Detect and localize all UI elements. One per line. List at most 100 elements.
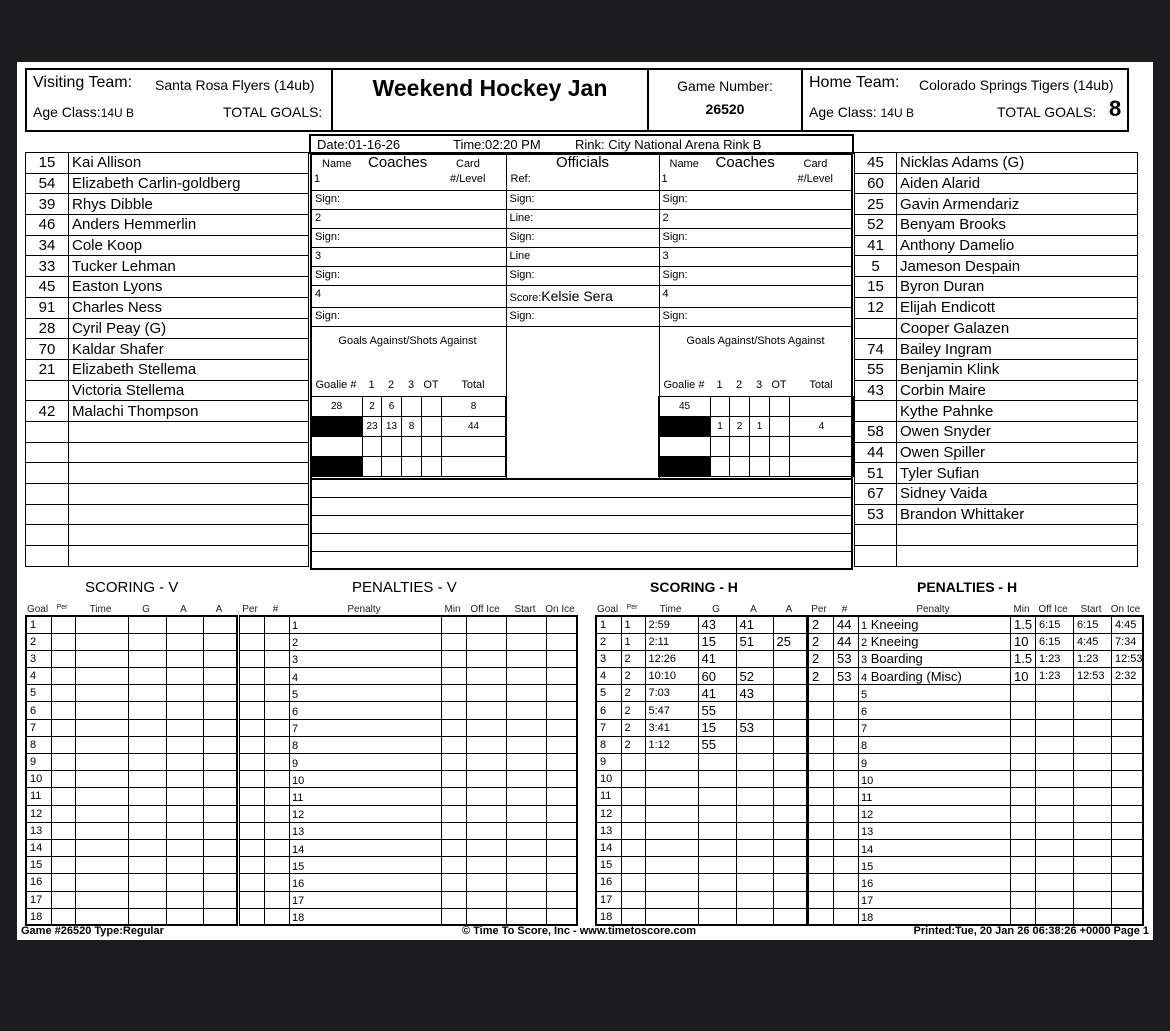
sign-field: Sign: [310,306,507,327]
official-cell: Officials Ref: [505,153,660,191]
time [644,821,699,840]
goalie-header: Total [809,379,833,391]
penalty-index: 4 [861,671,868,684]
visiting-age-label: Age Class:14U B [33,104,134,120]
goalie-period-value [441,456,506,477]
roster-row: 67 Sidney Vaida [854,483,1138,505]
minutes [441,821,467,840]
roster-row: 74 Bailey Ingram [854,338,1138,360]
goalie-header: 3 [407,379,415,391]
column-header: Goal [26,604,49,615]
period [806,838,834,858]
assist-2 [202,907,238,926]
column-header: Min [1013,604,1030,615]
roster-row: 34 Cole Koop [25,234,309,257]
assist-2 [202,684,238,703]
time: 2:59 [644,615,699,634]
off-ice: 6:15 [1035,615,1074,634]
player-name: Nicklas Adams (G) [896,152,1138,174]
period [806,787,834,806]
goal-index: 16 [30,876,43,889]
player-number: 52 [854,214,897,236]
penalty-index: 7 [861,723,868,736]
player-number: 15 [25,152,69,174]
goal-number: 18 [595,907,622,926]
assist-2 [202,718,238,737]
player-name [68,441,309,464]
goal-number: 9 [25,752,52,772]
game-number-label: Game Number: [677,78,773,94]
time [644,804,699,823]
assist-2 [202,838,238,858]
penalty-index: 18 [292,912,305,925]
scoring-row: 17 [25,890,238,909]
assist-1 [165,667,204,686]
card-label: Card [803,158,828,170]
player-name: Benyam Brooks [896,214,1138,236]
goalie-period-value [749,456,770,477]
assist-1 [735,856,774,875]
visiting-team-box: Visiting Team: Santa Rosa Flyers (14ub) … [25,68,333,132]
minutes [441,615,467,634]
assist-2 [772,787,808,806]
time [74,701,129,720]
assist-1 [165,649,204,669]
player-number [833,873,859,892]
goal-number: 5 [595,684,622,703]
player-name: Benjamin Klink [896,358,1138,381]
goalie-number [658,436,711,457]
assist-2 [202,701,238,720]
start [506,615,547,634]
player-number: 28 [25,317,69,340]
roster-row [25,420,309,443]
minutes [441,684,467,703]
goal-index: 18 [30,910,43,923]
assist-1 [165,821,204,840]
officials-row: 4 Score:Kelsie Sera 4 [310,284,853,308]
penalty-row: 11 [237,787,577,806]
time [74,684,129,703]
goalie-period-value [401,456,422,477]
period: 2 [620,684,646,703]
on-ice [1111,770,1143,789]
goalie-number [658,456,711,477]
minutes [1010,770,1036,789]
goalie-row [310,436,506,457]
start [506,735,547,755]
goalie-period-value [381,456,402,477]
penalty-index: 5 [292,688,299,701]
assist-2 [772,615,808,634]
minutes [441,752,467,772]
on-ice [546,718,577,737]
assist-1 [735,735,774,755]
minutes [1010,752,1036,772]
goal-scorer: 15 [697,632,737,651]
official-field: 2 [310,208,507,229]
scoring-row: 9 [595,752,808,772]
goalie-header: 1 [716,379,723,391]
assist-2 [772,752,808,772]
minutes [1010,890,1036,909]
goalie-period-value [421,396,442,417]
goal-scorer [127,615,167,634]
footer-copyright: © Time To Score, Inc - www.timetoscore.c… [462,925,697,937]
on-ice: 7:34 [1111,632,1143,651]
goalie-period-value [769,436,790,457]
scoring-row: 2 1 2:11 15 51 25 [595,632,808,651]
assist-1 [735,770,774,789]
player-number: 74 [854,338,897,360]
goalie-table: 28 2 6 8 23 13 8 44 [310,396,506,477]
start [506,632,547,651]
time: 12:26 [644,649,699,669]
player-name: Easton Lyons [68,276,309,298]
age-value: 14U B [880,106,914,120]
on-ice [546,838,577,858]
off-ice [1035,752,1074,772]
period [620,804,646,823]
home-total-goals: 8 [1109,96,1122,121]
off-ice [1035,735,1074,755]
penalty: 2 Kneeing [858,632,1011,651]
game-date: Date:01-16-26 [317,137,401,152]
time [74,718,129,737]
player-number [264,752,290,772]
